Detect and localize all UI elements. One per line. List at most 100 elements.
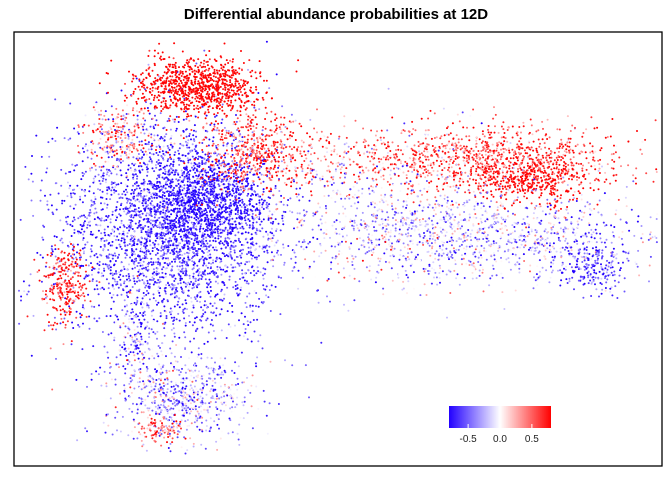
scatter-point — [125, 113, 128, 115]
scatter-point — [149, 234, 152, 236]
scatter-point — [141, 168, 144, 171]
scatter-point — [236, 90, 239, 93]
scatter-point — [99, 189, 102, 191]
scatter-point — [251, 265, 254, 268]
scatter-point — [262, 244, 265, 247]
scatter-point — [126, 197, 128, 200]
scatter-point — [93, 288, 96, 291]
scatter-point — [233, 204, 236, 207]
scatter-point — [227, 182, 230, 185]
scatter-point — [141, 151, 144, 153]
scatter-point — [65, 216, 67, 219]
scatter-point — [234, 203, 237, 206]
scatter-point — [184, 207, 187, 210]
scatter-point — [188, 274, 191, 277]
scatter-point — [195, 316, 198, 319]
scatter-point — [196, 252, 199, 255]
scatter-point — [140, 118, 143, 121]
scatter-point — [202, 128, 205, 131]
scatter-point — [229, 240, 232, 243]
scatter-point — [188, 219, 191, 222]
scatter-point — [194, 189, 196, 192]
scatter-point — [147, 306, 150, 309]
scatter-point — [153, 274, 156, 277]
scatter-point — [249, 198, 252, 201]
scatter-point — [212, 219, 215, 222]
scatter-point — [171, 260, 173, 263]
scatter-point — [86, 156, 89, 159]
scatter-point — [255, 258, 258, 261]
scatter-point — [172, 160, 175, 163]
scatter-point — [123, 190, 125, 193]
scatter-point — [230, 76, 233, 79]
scatter-point — [163, 168, 166, 171]
scatter-point — [211, 170, 214, 173]
scatter-point — [236, 86, 239, 89]
scatter-point — [183, 99, 186, 102]
scatter-point — [89, 224, 91, 227]
scatter-point — [77, 217, 80, 220]
scatter-point — [263, 199, 266, 202]
scatter-point — [253, 290, 256, 292]
scatter-point — [262, 288, 265, 290]
scatter-point — [254, 209, 257, 212]
scatter-point — [140, 149, 143, 152]
scatter-point — [81, 160, 84, 163]
scatter-point — [198, 162, 201, 165]
scatter-point — [115, 139, 118, 142]
scatter-point — [140, 140, 143, 143]
scatter-point — [223, 210, 226, 213]
scatter-point — [201, 326, 204, 329]
scatter-point — [205, 61, 208, 63]
scatter-point — [194, 93, 197, 96]
scatter-point — [198, 70, 200, 73]
scatter-point — [251, 254, 254, 257]
scatter-point — [292, 266, 295, 269]
scatter-point — [73, 228, 76, 231]
scatter-point — [222, 215, 225, 218]
scatter-point — [166, 300, 169, 303]
scatter-point — [136, 118, 139, 121]
scatter-point — [204, 161, 207, 164]
scatter-point — [190, 83, 193, 86]
scatter-point — [130, 251, 133, 254]
scatter-point — [139, 332, 142, 335]
scatter-point — [216, 265, 219, 268]
scatter-point — [162, 232, 165, 234]
scatter-point — [102, 248, 105, 251]
scatter-point — [239, 204, 242, 207]
scatter-point — [262, 208, 265, 210]
scatter-point — [169, 286, 172, 289]
scatter-point — [179, 257, 181, 259]
scatter-point — [175, 102, 178, 105]
scatter-point — [165, 267, 168, 270]
scatter-point — [195, 218, 198, 221]
scatter-point — [92, 345, 95, 348]
scatter-point — [76, 230, 79, 233]
scatter-point — [164, 102, 167, 105]
scatter-point — [73, 192, 76, 195]
scatter-point — [204, 269, 207, 272]
scatter-point — [145, 214, 148, 217]
scatter-point — [230, 209, 233, 212]
scatter-point — [190, 138, 192, 141]
scatter-point — [264, 268, 267, 271]
scatter-point — [240, 211, 243, 213]
scatter-point — [157, 159, 160, 162]
scatter-point — [180, 82, 183, 84]
scatter-point — [246, 338, 249, 341]
scatter-point — [120, 219, 123, 222]
scatter-point — [255, 221, 258, 224]
scatter-point — [200, 278, 203, 280]
scatter-point — [148, 182, 151, 185]
scatter-point — [197, 291, 200, 294]
scatter-point — [133, 244, 136, 247]
scatter-point — [98, 264, 101, 267]
scatter-point — [213, 302, 216, 305]
scatter-point — [174, 104, 177, 107]
scatter-point — [49, 193, 52, 196]
scatter-point — [219, 228, 221, 231]
scatter-point — [228, 207, 231, 210]
scatter-point — [181, 186, 184, 189]
scatter-point — [152, 153, 155, 156]
